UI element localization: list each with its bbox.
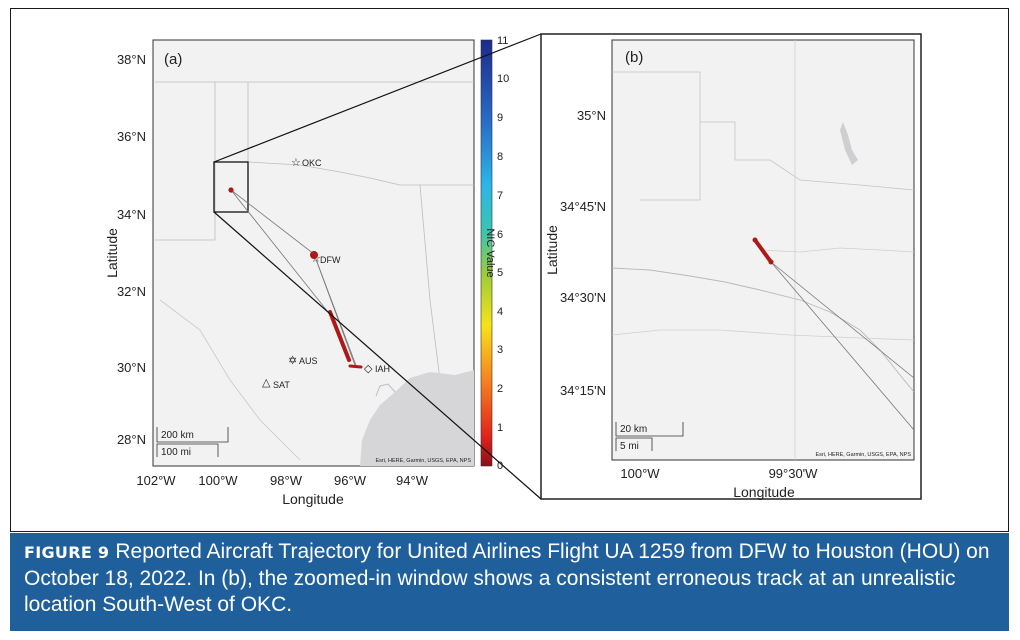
panel-b-x-ticks: 100°W 99°30'W	[620, 466, 818, 481]
svg-text:9: 9	[497, 112, 503, 124]
iah-diamond-icon: ◇	[364, 363, 373, 375]
panel-b-scalebar: 20 km 5 mi	[615, 422, 684, 452]
svg-text:34°N: 34°N	[117, 207, 146, 222]
panel-a-x-ticks: 102°W 100°W 98°W 96°W 94°W	[136, 473, 428, 488]
svg-text:100°W: 100°W	[620, 466, 660, 481]
aus-label: AUS	[299, 356, 318, 366]
svg-text:8: 8	[497, 151, 503, 163]
svg-text:10: 10	[497, 73, 509, 85]
svg-text:98°W: 98°W	[270, 473, 303, 488]
panel-a-label: (a)	[164, 51, 182, 68]
scale-km-label: 200 km	[161, 430, 194, 441]
panel-b-map	[611, 39, 915, 461]
svg-text:34°15'N: 34°15'N	[560, 383, 606, 398]
iah-label: IAH	[375, 364, 390, 374]
svg-text:1: 1	[497, 422, 503, 434]
caption-figure-label: FIGURE 9	[24, 543, 110, 562]
svg-text:38°N: 38°N	[117, 52, 146, 67]
svg-text:94°W: 94°W	[396, 473, 429, 488]
svg-text:35°N: 35°N	[577, 108, 606, 123]
dfw-label: DFW	[320, 255, 341, 265]
track-segment-erroneous	[753, 238, 773, 264]
nic-colorbar: NIC Value 11 10 9 8 7 6 5 4 3 2 1 0	[480, 35, 509, 472]
svg-text:3: 3	[497, 344, 503, 356]
track-segment-south	[328, 310, 351, 362]
panel-b-ylabel: Latitude	[544, 225, 560, 275]
panel-a-scalebar: 200 km 100 mi	[156, 427, 229, 458]
caption-text: Reported Aircraft Trajectory for United …	[24, 540, 990, 616]
figure-graphics: ☆ OKC ☆ DFW ✡ AUS △ SAT ◇ IAH 200 km 100…	[104, 33, 922, 507]
svg-text:99°30'W: 99°30'W	[769, 466, 819, 481]
svg-text:5: 5	[497, 267, 503, 279]
svg-text:11: 11	[497, 35, 508, 47]
aus-star-icon: ✡	[288, 355, 297, 367]
panel-a-attribution: Esri, HERE, Garmin, USGS, EPA, NPS	[375, 458, 471, 464]
svg-text:30°N: 30°N	[117, 360, 146, 375]
panel-a-xlabel: Longitude	[282, 491, 344, 507]
panel-b-y-ticks: 35°N 34°45'N 34°30'N 34°15'N	[560, 108, 606, 398]
svg-text:7: 7	[497, 190, 503, 202]
svg-text:6: 6	[497, 229, 503, 241]
svg-text:4: 4	[497, 306, 503, 318]
panel-b-label: (b)	[625, 49, 643, 66]
panel-b-basemap	[612, 40, 914, 460]
svg-text:102°W: 102°W	[136, 473, 176, 488]
svg-text:34°45'N: 34°45'N	[560, 199, 606, 214]
panel-a-ylabel: Latitude	[104, 228, 120, 278]
track-segment-iah	[348, 364, 363, 369]
svg-text:100°W: 100°W	[198, 473, 238, 488]
svg-text:28°N: 28°N	[117, 432, 146, 447]
sat-label: SAT	[273, 380, 290, 390]
svg-text:96°W: 96°W	[334, 473, 367, 488]
panel-b-attribution: Esri, HERE, Garmin, USGS, EPA, NPS	[815, 452, 911, 458]
track-cluster-dfw	[310, 251, 318, 259]
panel-a-y-ticks: 38°N 36°N 34°N 32°N 30°N 28°N	[117, 52, 146, 447]
svg-text:2: 2	[497, 383, 503, 395]
panel-b-xlabel: Longitude	[733, 484, 795, 500]
panel-b-scale-mi-label: 5 mi	[620, 441, 639, 452]
svg-text:0: 0	[497, 460, 503, 472]
svg-text:32°N: 32°N	[117, 284, 146, 299]
scale-mi-label: 100 mi	[161, 447, 191, 458]
colorbar-ticks: 11 10 9 8 7 6 5 4 3 2 1 0	[497, 35, 509, 472]
track-point-erroneous	[228, 187, 234, 193]
panel-b-scale-km-label: 20 km	[620, 424, 647, 435]
svg-text:34°30'N: 34°30'N	[560, 290, 606, 305]
zoom-connectors	[213, 33, 542, 500]
figure-caption: FIGURE 9 Reported Aircraft Trajectory for…	[10, 533, 1009, 631]
panel-a-basemap	[155, 81, 474, 466]
panel-b-trajectory	[752, 237, 915, 431]
colorbar-title: NIC Value	[484, 228, 496, 277]
panel-a-trajectory	[228, 187, 363, 369]
sat-triangle-icon: △	[262, 377, 271, 389]
okc-label: OKC	[302, 158, 322, 168]
svg-text:36°N: 36°N	[117, 129, 146, 144]
okc-star-icon: ☆	[291, 157, 301, 169]
